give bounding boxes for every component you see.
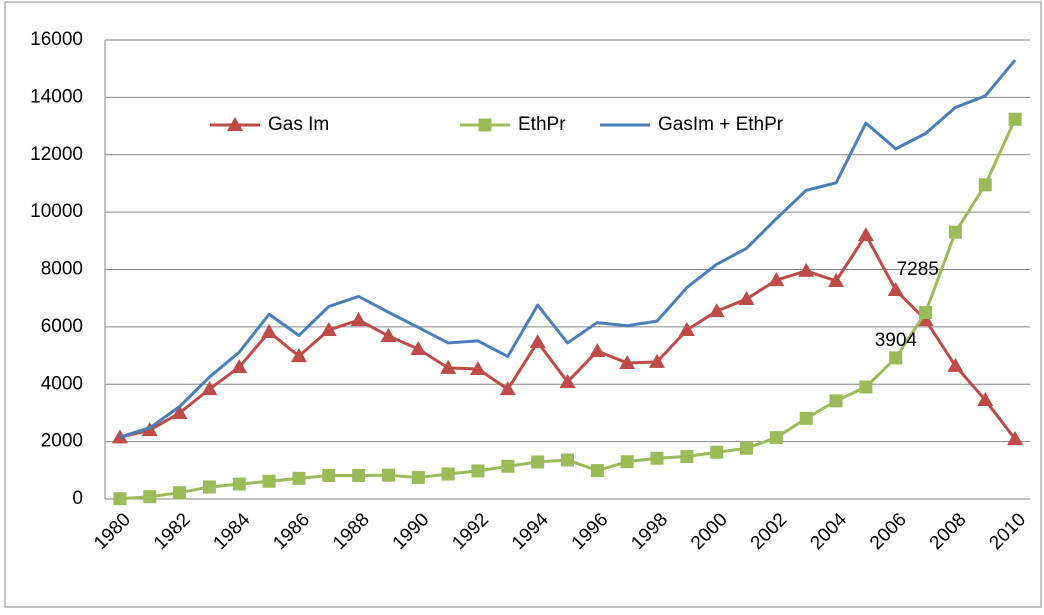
point [202,480,216,494]
data-label: 7285 [897,259,939,280]
y-tick-label: 6000 [41,316,83,337]
legend-label: Gas Im [268,114,329,135]
point [919,306,933,320]
point [947,357,964,372]
point [798,262,815,277]
y-tick-label: 8000 [41,259,83,280]
y-tick-label: 4000 [41,373,83,394]
point [531,455,545,469]
point [799,411,813,425]
legend-label: GasIm + EthPr [658,114,784,135]
point [201,381,218,396]
point [290,348,307,363]
point [977,392,994,407]
point [589,342,606,357]
point [857,227,874,242]
point [471,464,485,478]
legend-marker [478,118,492,132]
point [1007,431,1024,446]
point [768,272,785,287]
point [322,468,336,482]
point [1008,112,1022,126]
point [171,404,188,419]
point [261,324,278,339]
point [561,453,574,467]
point [708,303,725,318]
y-tick-label: 2000 [41,431,83,452]
point [710,445,724,459]
point [410,340,427,355]
point [619,355,636,370]
point [978,178,992,192]
point [650,451,664,465]
point [559,373,576,388]
point [320,322,337,337]
y-tick-label: 14000 [30,86,83,107]
point [740,441,754,455]
point [232,477,246,491]
point [469,361,486,376]
point [649,353,666,368]
point [231,359,248,374]
point [859,380,873,394]
point [680,450,694,464]
point [381,468,395,482]
point [411,470,425,484]
chart-frame [4,1,1042,608]
point [143,490,157,504]
point [948,225,962,239]
point [352,468,366,482]
point [769,431,783,445]
data-label: 3904 [875,330,918,351]
point [889,351,903,365]
point [738,291,755,306]
point [829,394,843,408]
legend-label: EthPr [518,114,566,135]
point [262,474,276,488]
point [529,334,546,349]
y-tick-label: 12000 [30,144,83,165]
point [440,359,457,374]
point [173,486,187,500]
point [887,282,904,297]
point [113,492,127,506]
y-tick-label: 16000 [30,29,83,50]
y-tick-label: 0 [72,488,83,509]
point [620,455,634,469]
line-series [119,59,1017,439]
point [828,272,845,287]
point [499,381,516,396]
point [350,311,367,326]
point [380,328,397,343]
point [441,467,455,481]
legend-marker [227,117,243,131]
point [590,464,604,478]
point [501,459,515,473]
y-tick-label: 10000 [30,201,83,222]
point [678,322,695,337]
point [292,471,306,485]
